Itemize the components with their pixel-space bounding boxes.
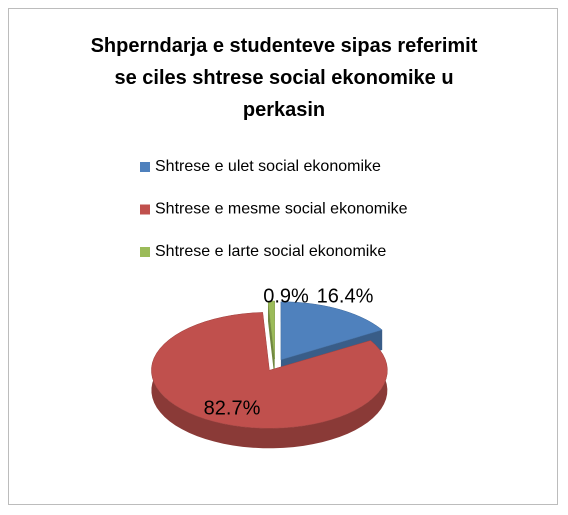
chart-title: Shperndarja e studenteve sipas referimit… <box>90 35 478 121</box>
slice <box>280 301 383 361</box>
data-label: 16.4% <box>317 285 374 307</box>
slice <box>267 300 275 360</box>
chart-frame <box>8 8 558 505</box>
legend-label: Shtrese e larte social ekonomike <box>155 243 386 260</box>
legend-swatch <box>140 162 150 172</box>
slice <box>151 312 388 429</box>
legend-label: Shtrese e ulet social ekonomike <box>155 158 381 175</box>
legend-swatch <box>140 204 150 215</box>
data-label: 0.9% <box>263 285 309 307</box>
legend-label: Shtrese e mesme social ekonomike <box>155 201 408 218</box>
data-label: 82.7% <box>204 397 261 419</box>
legend-swatch <box>140 247 150 257</box>
